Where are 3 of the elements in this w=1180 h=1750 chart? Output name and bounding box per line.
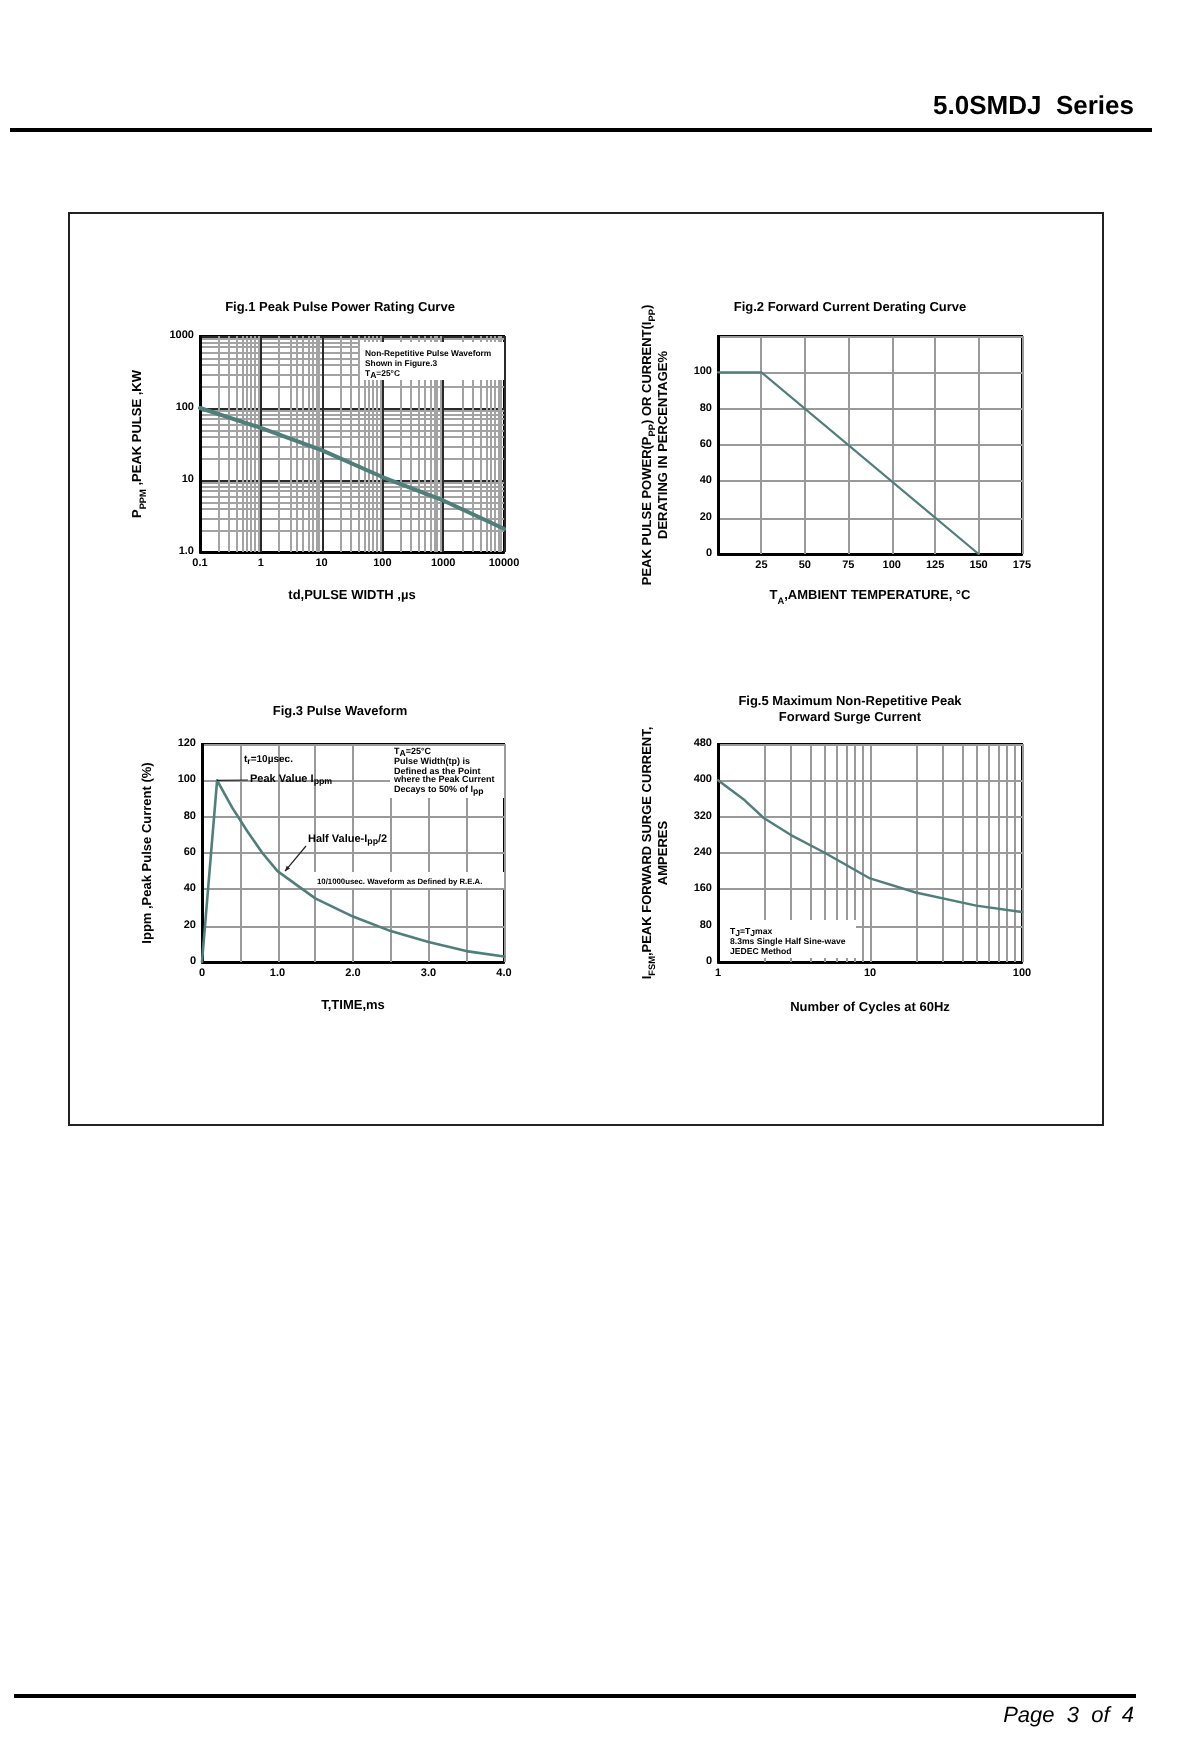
text: Page 3 of 4 bbox=[1001, 1702, 1134, 1732]
text: 5.0SMDJ Series bbox=[931, 88, 1134, 124]
line-series bbox=[198, 406, 506, 531]
